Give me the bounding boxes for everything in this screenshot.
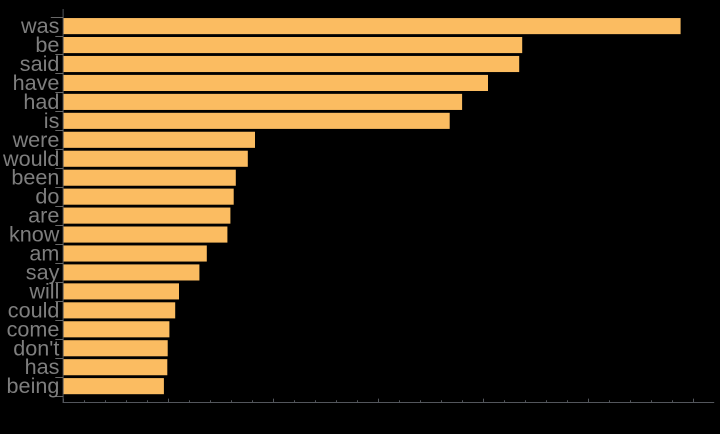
svg-text:have: have xyxy=(13,70,60,95)
svg-text:come: come xyxy=(7,316,60,341)
svg-text:are: are xyxy=(28,203,59,228)
svg-text:is: is xyxy=(44,108,60,133)
svg-text:had: had xyxy=(23,89,59,114)
svg-text:be: be xyxy=(35,32,59,57)
svg-text:has: has xyxy=(25,354,60,379)
svg-text:am: am xyxy=(29,241,59,266)
svg-text:could: could xyxy=(8,297,60,322)
svg-text:know: know xyxy=(9,222,60,247)
svg-text:being: being xyxy=(7,373,60,398)
svg-text:would: would xyxy=(2,146,59,171)
svg-text:was: was xyxy=(20,13,60,38)
svg-text:don't: don't xyxy=(13,335,59,360)
svg-text:said: said xyxy=(20,51,60,76)
svg-text:will: will xyxy=(28,278,59,303)
svg-text:been: been xyxy=(11,165,59,190)
svg-text:say: say xyxy=(26,259,60,284)
svg-text:were: were xyxy=(12,127,60,152)
svg-text:do: do xyxy=(35,184,59,209)
